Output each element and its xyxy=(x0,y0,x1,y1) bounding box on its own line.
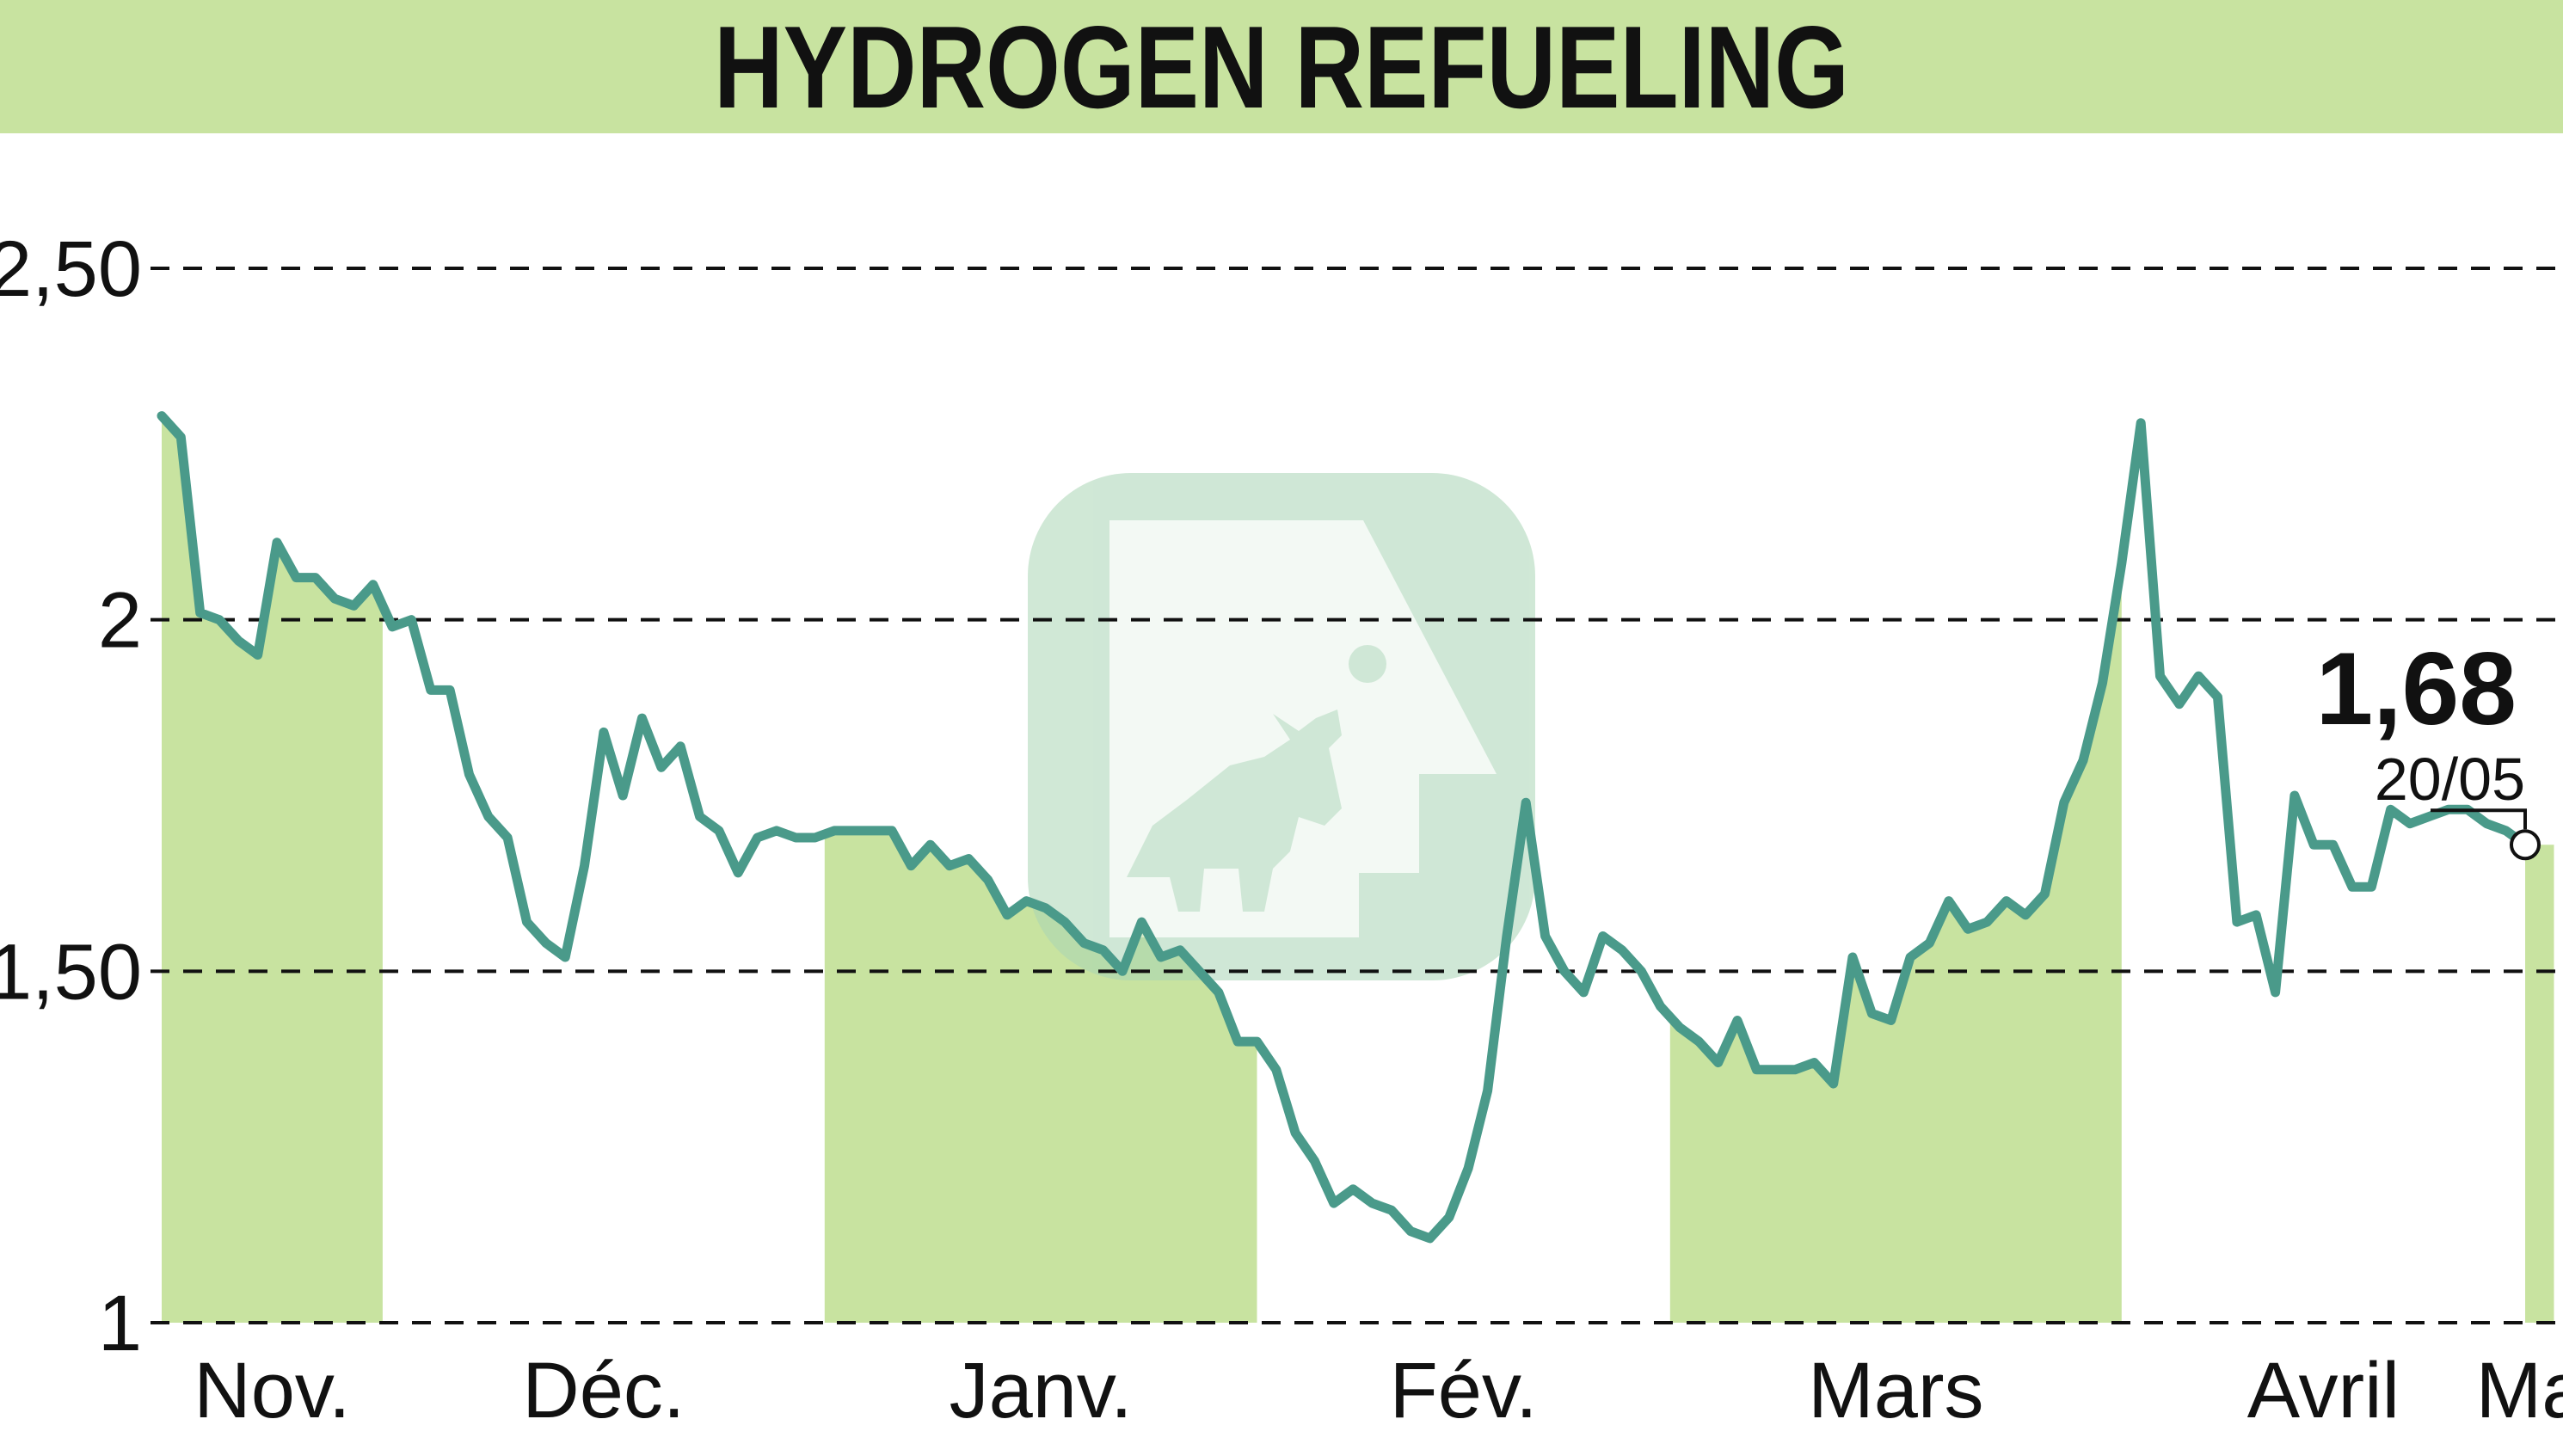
bull-chart-logo-icon xyxy=(1028,473,1535,980)
x-tick-label: Mai xyxy=(2476,1347,2563,1434)
month-band-4 xyxy=(1669,563,2122,1323)
last-value-dot xyxy=(2510,829,2541,861)
x-tick-label: Avril xyxy=(2247,1347,2400,1434)
last-value-marker xyxy=(2431,808,2541,861)
y-tick-label: 1,50 xyxy=(0,928,142,1016)
y-axis-ticks: 1 1,50 2 2,50 xyxy=(0,225,142,1367)
last-value-bracket xyxy=(2431,808,2527,830)
x-tick-label: Fév. xyxy=(1390,1347,1538,1434)
last-value-label: 1,68 xyxy=(2315,631,2517,746)
title-bar xyxy=(0,0,2563,133)
month-band-6 xyxy=(2525,845,2554,1323)
x-tick-label: Nov. xyxy=(194,1347,350,1434)
month-band-0 xyxy=(162,415,383,1324)
chart-title: HYDROGEN REFUELING xyxy=(714,1,1849,132)
x-tick-label: Mars xyxy=(1808,1347,1983,1434)
gridlines xyxy=(151,267,2563,1324)
x-tick-label: Déc. xyxy=(522,1347,685,1434)
x-tick-label: Janv. xyxy=(950,1347,1133,1434)
last-date-label: 20/05 xyxy=(2375,746,2525,813)
price-line xyxy=(157,411,2530,1244)
y-tick-label: 2,50 xyxy=(0,225,142,313)
y-tick-label: 1 xyxy=(98,1280,142,1367)
x-axis-ticks: Nov. Déc. Janv. Fév. Mars Avril Mai xyxy=(194,1347,2563,1434)
y-tick-label: 2 xyxy=(98,577,142,665)
